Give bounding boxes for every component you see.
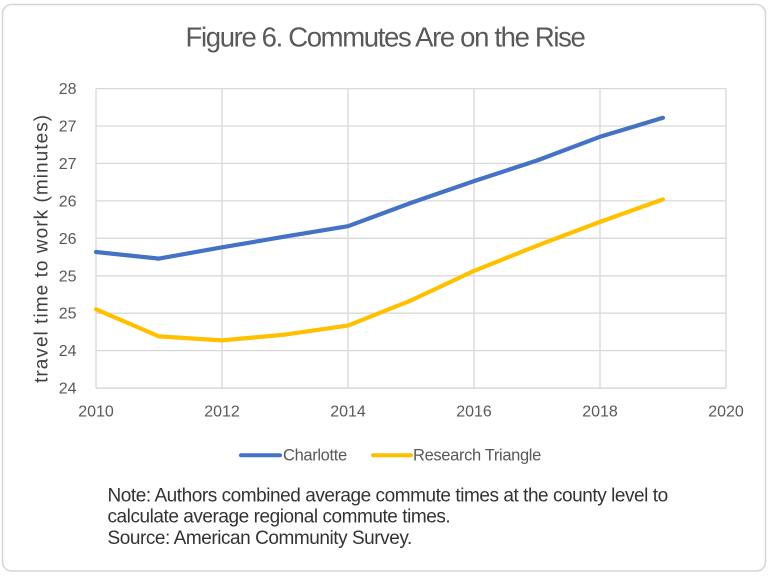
svg-text:25: 25 — [59, 306, 77, 323]
svg-text:24: 24 — [59, 381, 77, 398]
svg-text:2014: 2014 — [330, 404, 366, 421]
svg-text:2016: 2016 — [456, 404, 492, 421]
svg-text:travel time to work (minutes): travel time to work (minutes) — [32, 114, 53, 383]
svg-text:Note: Authors combined average: Note: Authors combined average commute t… — [108, 485, 668, 506]
svg-text:Source: American Community Sur: Source: American Community Survey. — [108, 528, 412, 549]
svg-text:27: 27 — [59, 156, 77, 173]
svg-text:27: 27 — [59, 119, 77, 136]
svg-text:2020: 2020 — [708, 404, 744, 421]
svg-text:28: 28 — [59, 81, 77, 98]
svg-text:2012: 2012 — [204, 404, 240, 421]
svg-text:25: 25 — [59, 268, 77, 285]
svg-text:24: 24 — [59, 343, 77, 360]
svg-text:26: 26 — [59, 193, 77, 210]
svg-text:2010: 2010 — [78, 404, 114, 421]
svg-text:Figure 6. Commutes Are on the: Figure 6. Commutes Are on the Rise — [186, 22, 586, 53]
svg-text:26: 26 — [59, 231, 77, 248]
svg-text:calculate average regional com: calculate average regional commute times… — [108, 507, 451, 528]
svg-text:Research Triangle: Research Triangle — [413, 447, 541, 465]
svg-text:Charlotte: Charlotte — [283, 447, 347, 465]
svg-text:2018: 2018 — [582, 404, 618, 421]
